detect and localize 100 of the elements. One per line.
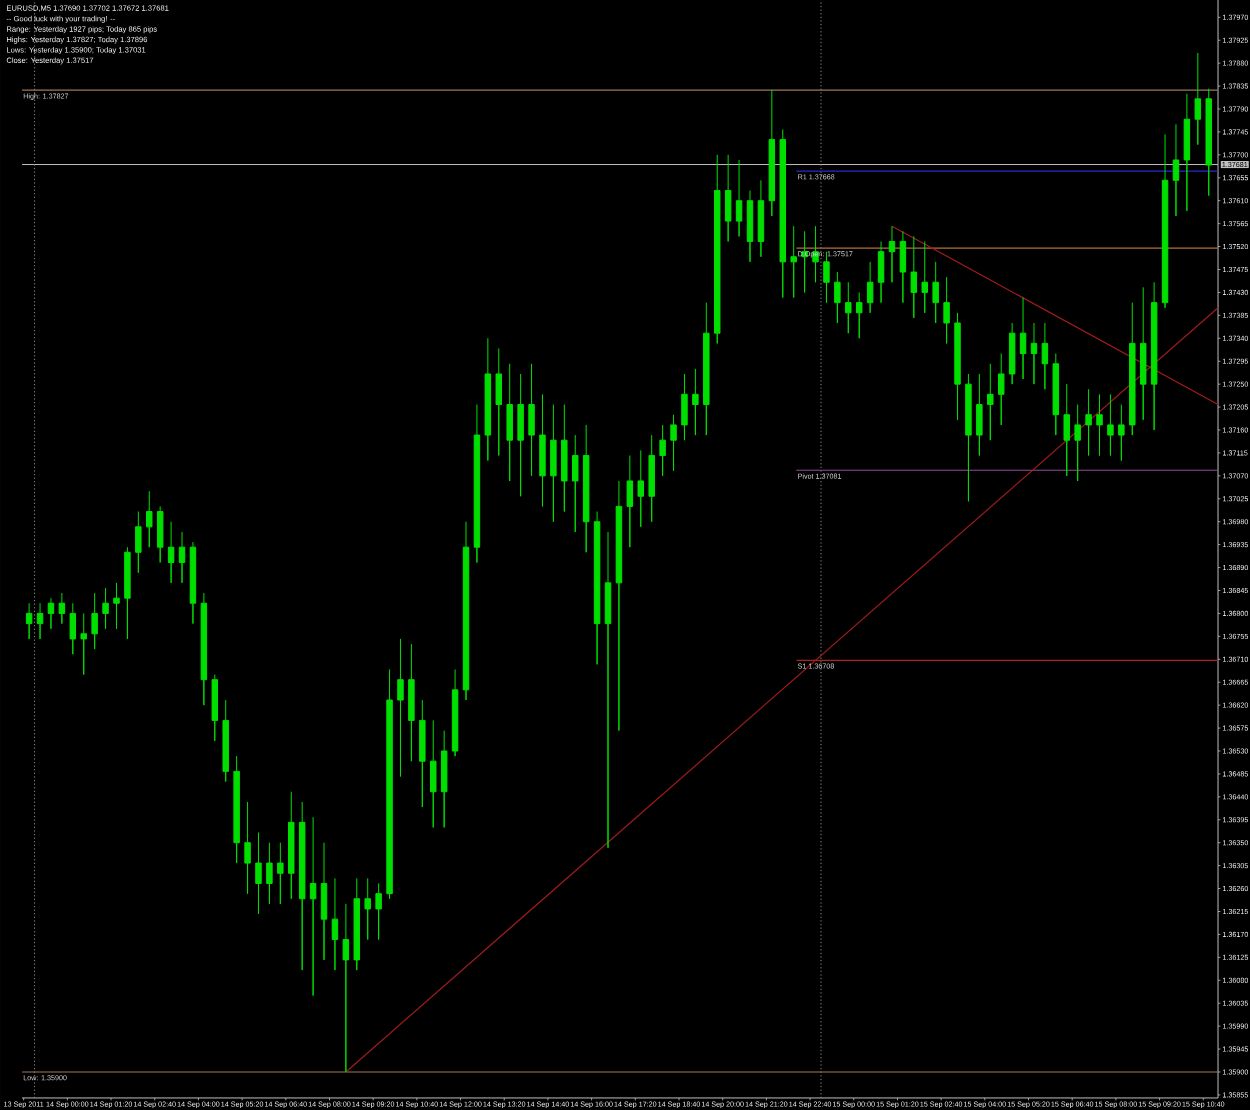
candlestick <box>146 490 153 548</box>
candlestick <box>135 511 142 574</box>
candlestick <box>1194 52 1202 146</box>
candlestick <box>189 541 197 625</box>
candlestick <box>288 791 295 900</box>
candlestick <box>47 597 55 630</box>
candlestick <box>1205 88 1212 197</box>
candlestick <box>779 128 786 299</box>
candlestick <box>1019 297 1027 380</box>
candlestick <box>637 449 644 528</box>
candlestick <box>517 373 524 497</box>
candlestick <box>965 373 972 502</box>
candlestick <box>987 363 994 441</box>
candlestick <box>156 505 164 563</box>
candlestick <box>1041 322 1049 390</box>
candlestick <box>866 261 874 314</box>
candlestick <box>342 903 350 1073</box>
candlestick <box>1150 281 1158 431</box>
candlestick <box>58 592 66 625</box>
candlestick <box>473 404 481 563</box>
candlestick <box>430 719 437 828</box>
candlestick <box>539 393 546 507</box>
candlestick <box>855 291 863 339</box>
candlestick <box>757 179 765 258</box>
candlestick <box>943 276 950 344</box>
candlestick <box>397 638 404 777</box>
candlestick <box>823 251 830 304</box>
candlestick <box>692 368 699 436</box>
candlestick <box>124 546 131 640</box>
candlestick <box>36 602 44 640</box>
candlestick <box>615 480 623 732</box>
candlestick <box>921 240 928 314</box>
candlestick <box>845 281 852 334</box>
candlestick <box>1085 388 1092 456</box>
candlestick <box>834 271 841 324</box>
candlestick <box>25 602 33 640</box>
candlestick <box>277 842 284 905</box>
candlestick <box>320 842 328 961</box>
candlestick <box>976 373 983 456</box>
candlestick <box>309 816 317 997</box>
candlestick <box>440 730 448 828</box>
candlestick <box>877 240 885 304</box>
candlestick <box>178 531 186 584</box>
candlestick <box>659 424 666 477</box>
candlestick <box>626 454 634 548</box>
candlestick <box>681 373 688 441</box>
candlestick <box>364 877 371 941</box>
candlestick <box>768 89 776 217</box>
candlestick <box>1129 302 1136 436</box>
candlestick <box>550 404 557 523</box>
candlestick <box>648 434 655 523</box>
candlestick <box>484 337 492 462</box>
candlestick <box>102 587 109 630</box>
candlestick <box>244 801 251 895</box>
candlestick <box>495 347 503 456</box>
candlestick <box>593 511 601 665</box>
candlestick <box>91 592 98 650</box>
candlestick <box>954 312 961 421</box>
candlestick <box>298 801 306 971</box>
candlestick <box>255 832 262 915</box>
candlestick <box>1139 286 1147 421</box>
candlestick <box>932 261 939 324</box>
candlestick <box>790 225 797 299</box>
candlestick <box>1172 123 1180 217</box>
candlestick <box>331 877 339 971</box>
candlestick <box>561 404 568 513</box>
candlestick <box>167 521 175 584</box>
candlestick <box>408 643 415 762</box>
candlestick <box>506 363 513 482</box>
candlestick <box>451 668 459 757</box>
candlestick <box>222 699 229 783</box>
candlestick <box>200 592 208 706</box>
candlestick <box>735 159 743 237</box>
candlestick <box>1052 353 1060 436</box>
candlestick <box>113 582 120 630</box>
candlestick <box>910 235 918 319</box>
candlestick <box>582 424 590 553</box>
candlestick <box>604 531 612 849</box>
candlestick <box>419 699 426 808</box>
candlestick <box>888 225 896 283</box>
candlestick <box>1107 393 1114 456</box>
candlestick <box>1118 404 1125 462</box>
candlestick <box>266 842 273 905</box>
candlestick <box>572 434 579 533</box>
candlestick <box>353 877 361 971</box>
candlestick <box>1183 93 1191 212</box>
candlestick <box>386 668 393 900</box>
candlestick <box>746 190 754 263</box>
candlestick <box>1030 322 1038 385</box>
candlestick <box>211 674 219 742</box>
candlestick <box>1008 322 1016 385</box>
candlestick <box>80 612 87 676</box>
candlestick <box>69 602 77 655</box>
candlestick <box>462 521 470 701</box>
candlestick <box>670 414 677 472</box>
candlestick <box>713 154 721 344</box>
candlestick <box>703 302 710 436</box>
candlestick <box>1074 404 1081 482</box>
candlestick <box>1161 133 1169 309</box>
candlestick <box>724 154 732 242</box>
